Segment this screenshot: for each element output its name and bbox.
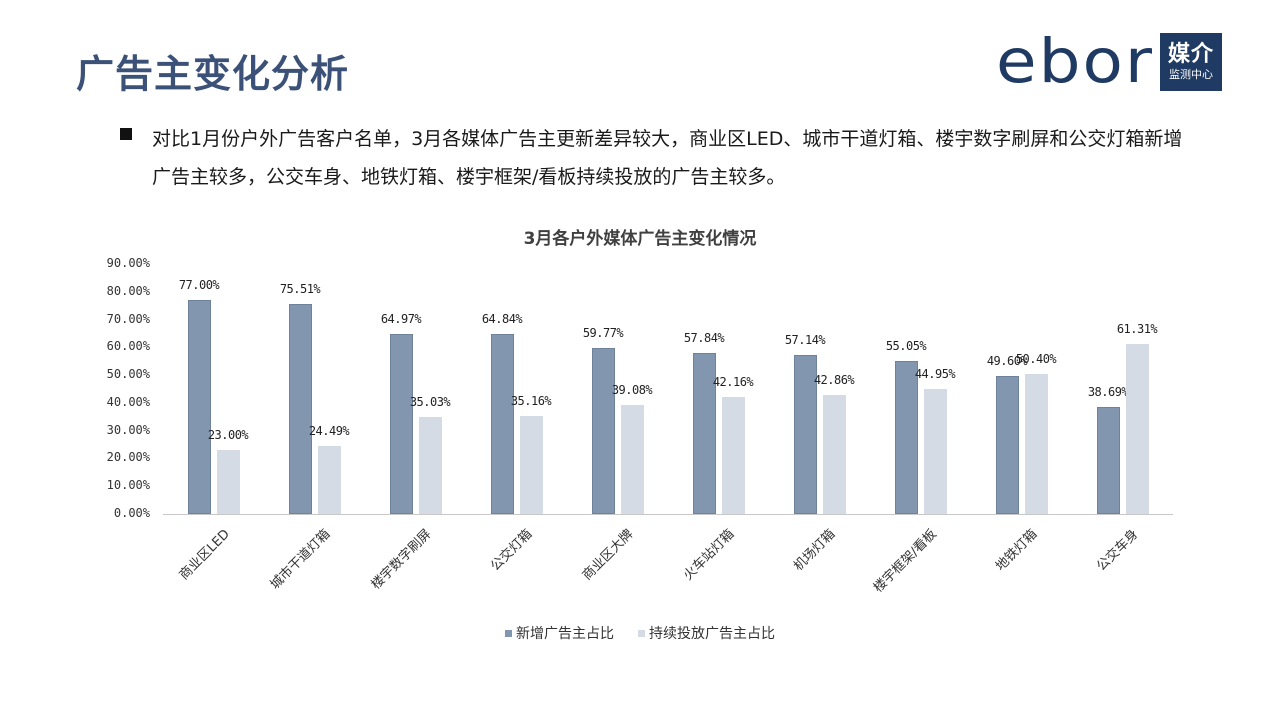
bar-new (490, 333, 514, 514)
category-label: 楼宇数字刷屏 (369, 526, 435, 593)
page-title: 广告主变化分析 (76, 52, 350, 96)
y-tick-label: 80.00% (106, 283, 150, 298)
bar-new (591, 347, 615, 514)
category-label: 楼宇框架/看板 (871, 526, 940, 596)
data-label: 57.84% (683, 331, 725, 346)
bar-continuing (822, 394, 846, 514)
chart-title: 3月各户外媒体广告主变化情况 (523, 229, 757, 249)
legend-item-new: 新增广告主占比 (505, 623, 614, 643)
legend-swatch-new (505, 629, 512, 637)
logo-badge: 媒介 监测中心 (1160, 33, 1223, 91)
category-label: 机场灯箱 (791, 526, 839, 575)
category-label: 火车站灯箱 (681, 526, 738, 584)
logo-wordmark: ebor (996, 26, 1155, 97)
bar-new (793, 355, 817, 514)
bar-new (995, 376, 1019, 514)
bar-continuing (1125, 343, 1149, 514)
data-label: 35.16% (510, 394, 552, 409)
chart-legend: 新增广告主占比 持续投放广告主占比 (0, 623, 1280, 643)
summary-text: 对比1月份户外广告客户名单，3月各媒体广告主更新差异较大，商业区LED、城市干道… (152, 128, 1183, 188)
category-label: 城市干道灯箱 (268, 526, 334, 593)
y-tick-label: 10.00% (106, 478, 150, 493)
data-label: 23.00% (207, 428, 249, 443)
x-axis-line (163, 514, 1173, 515)
y-tick-label: 40.00% (106, 394, 150, 409)
data-label: 50.40% (1015, 352, 1057, 366)
square-bullet-icon (120, 128, 132, 140)
data-label: 39.08% (611, 383, 653, 398)
data-label: 77.00% (178, 278, 220, 293)
y-tick-label: 20.00% (106, 450, 150, 465)
logo-badge-title: 媒介 (1168, 41, 1215, 67)
bar-continuing (519, 416, 543, 514)
legend-label-continuing: 持续投放广告主占比 (649, 626, 775, 642)
data-label: 42.86% (813, 372, 855, 387)
data-label: 38.69% (1087, 384, 1129, 399)
bar-continuing (317, 445, 341, 514)
y-tick-label: 0.00% (113, 506, 150, 520)
category-label: 公交车身 (1094, 526, 1142, 575)
bar-continuing (923, 389, 947, 514)
data-label: 35.03% (409, 394, 451, 409)
y-tick-label: 90.00% (106, 256, 150, 270)
legend-swatch-continuing (638, 629, 645, 637)
bar-continuing (418, 416, 442, 514)
data-label: 42.16% (712, 374, 754, 389)
bar-new (692, 353, 716, 514)
category-label: 商业区LED (176, 526, 233, 584)
category-label: 公交灯箱 (488, 526, 536, 575)
category-label: 商业区大牌 (580, 526, 637, 584)
category-label: 地铁灯箱 (993, 526, 1041, 575)
data-label: 64.97% (380, 311, 422, 326)
data-label: 75.51% (279, 282, 321, 297)
y-tick-label: 30.00% (106, 422, 150, 437)
data-label: 64.84% (481, 311, 523, 326)
bar-continuing (1024, 374, 1048, 514)
data-label: 57.14% (784, 333, 826, 348)
bar-continuing (721, 396, 745, 514)
bar-new (894, 361, 918, 514)
logo-badge-subtitle: 监测中心 (1169, 68, 1214, 81)
bar-new (288, 304, 312, 514)
data-label: 44.95% (914, 367, 956, 382)
bar-continuing (620, 405, 644, 514)
data-label: 61.31% (1116, 321, 1158, 336)
bar-new (389, 333, 413, 514)
data-label: 59.77% (582, 325, 624, 340)
y-tick-label: 70.00% (106, 311, 150, 326)
data-label: 49.60% (986, 354, 1028, 369)
bar-new (1096, 406, 1120, 514)
legend-label-new: 新增广告主占比 (516, 626, 614, 642)
bar-new (187, 300, 211, 514)
ebor-logo: ebor 媒介 监测中心 (996, 26, 1223, 97)
y-tick-label: 60.00% (106, 339, 150, 354)
data-label: 55.05% (885, 339, 927, 354)
y-tick-label: 50.00% (106, 367, 150, 382)
bar-continuing (216, 450, 240, 514)
legend-item-continuing: 持续投放广告主占比 (638, 623, 775, 643)
data-label: 24.49% (308, 423, 350, 438)
summary-bullet: 对比1月份户外广告客户名单，3月各媒体广告主更新差异较大，商业区LED、城市干道… (120, 120, 1200, 196)
